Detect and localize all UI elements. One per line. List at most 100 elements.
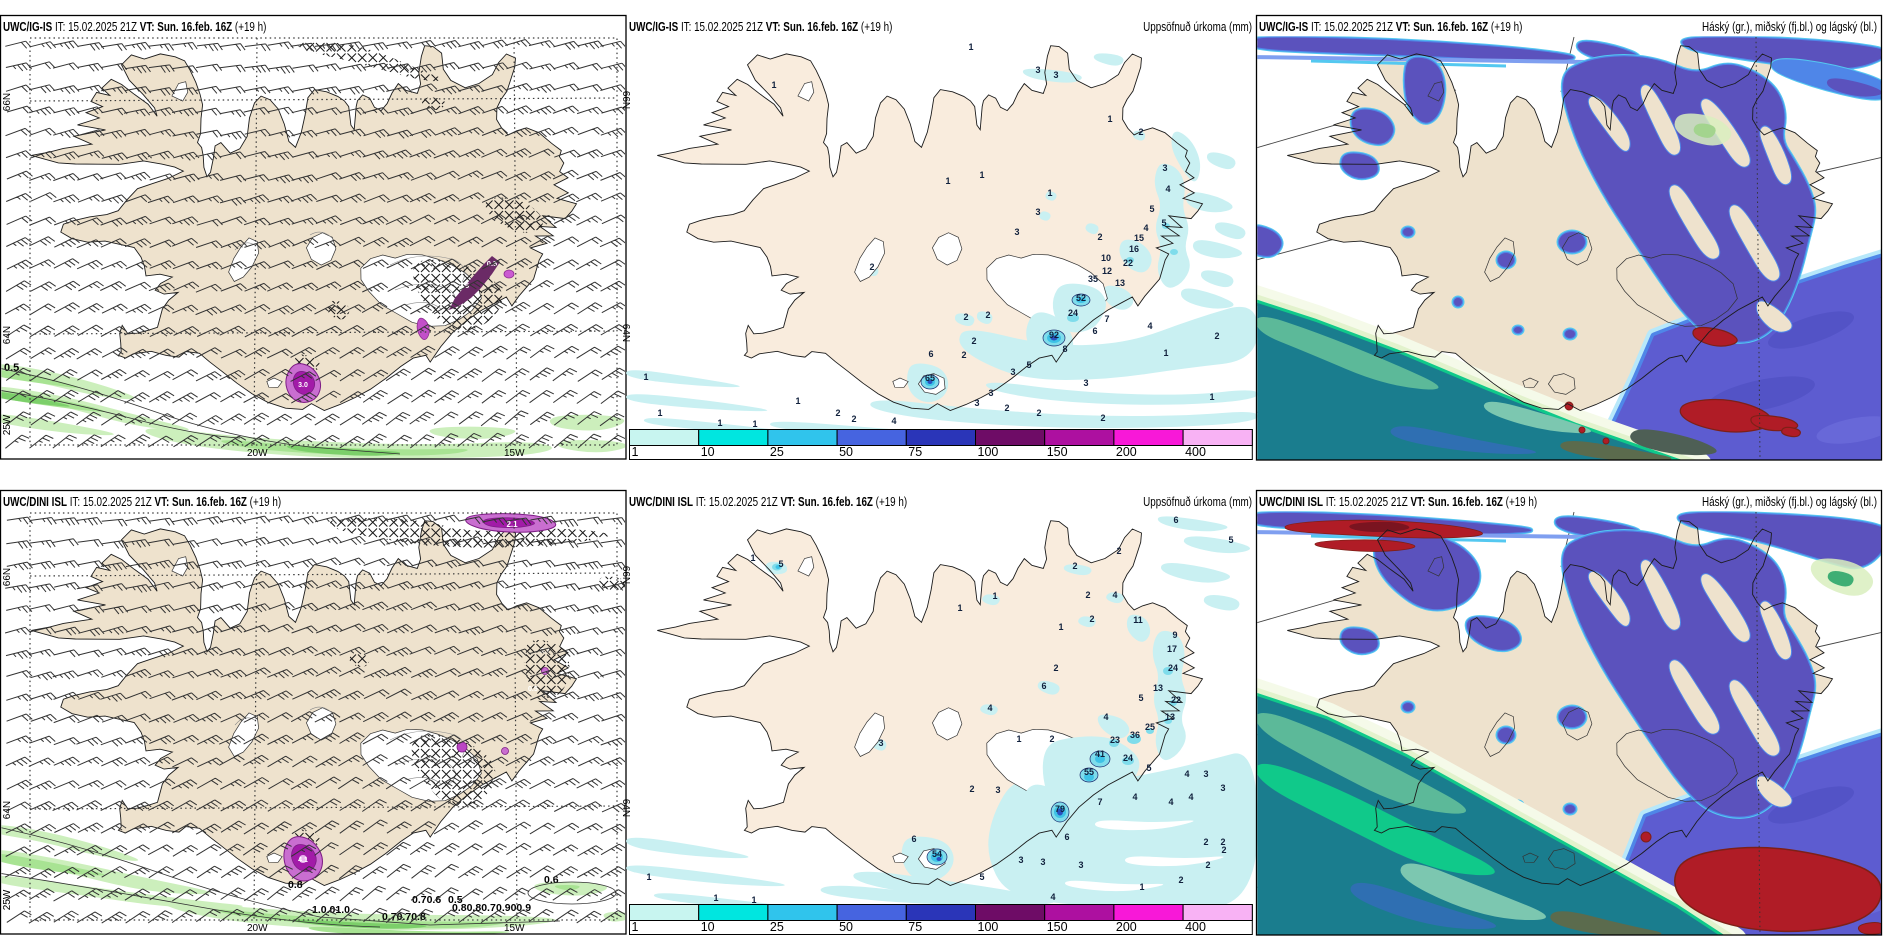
svg-text:2: 2 (1214, 331, 1219, 341)
svg-text:400: 400 (1185, 920, 1206, 934)
svg-text:1: 1 (657, 408, 662, 418)
svg-text:6: 6 (911, 834, 916, 844)
svg-text:0.8: 0.8 (288, 879, 303, 891)
svg-text:2: 2 (1220, 837, 1225, 847)
svg-text:25: 25 (1145, 722, 1155, 732)
svg-text:400: 400 (1185, 445, 1206, 459)
svg-text:24: 24 (1168, 663, 1178, 673)
svg-text:2: 2 (1085, 590, 1090, 600)
svg-text:16: 16 (1129, 244, 1139, 254)
svg-text:25W: 25W (2, 414, 13, 435)
svg-text:36: 36 (1130, 730, 1140, 740)
svg-text:25: 25 (770, 920, 784, 934)
svg-text:75: 75 (908, 445, 922, 459)
svg-text:6: 6 (1041, 681, 1046, 691)
svg-text:5: 5 (1026, 360, 1031, 370)
svg-text:64N: 64N (2, 801, 13, 819)
svg-text:25W: 25W (2, 889, 13, 910)
svg-text:1: 1 (795, 396, 800, 406)
svg-text:55: 55 (1084, 767, 1094, 777)
svg-text:1: 1 (1209, 392, 1214, 402)
svg-text:65: 65 (925, 373, 935, 383)
svg-text:1: 1 (632, 920, 639, 934)
svg-text:1: 1 (646, 872, 651, 882)
svg-text:17: 17 (1167, 644, 1177, 654)
svg-text:13: 13 (1165, 712, 1175, 722)
svg-text:UWC/DINI ISL IT: 15.02.2025 21: UWC/DINI ISL IT: 15.02.2025 21Z VT: Sun.… (629, 496, 907, 509)
svg-text:3: 3 (1220, 783, 1225, 793)
svg-text:13: 13 (1115, 278, 1125, 288)
svg-text:0.5: 0.5 (528, 686, 538, 693)
svg-text:1: 1 (1139, 882, 1144, 892)
svg-text:4: 4 (1112, 590, 1117, 600)
svg-text:2: 2 (1203, 837, 1208, 847)
svg-text:23: 23 (1110, 735, 1120, 745)
svg-text:66N: 66N (2, 568, 13, 586)
svg-text:24: 24 (1123, 753, 1133, 763)
svg-text:22: 22 (1171, 695, 1181, 705)
svg-text:4.1: 4.1 (298, 857, 308, 864)
svg-text:1: 1 (643, 372, 648, 382)
svg-text:1: 1 (1016, 734, 1021, 744)
svg-text:2: 2 (1116, 546, 1121, 556)
svg-text:Uppsöfnuð úrkoma (mm): Uppsöfnuð úrkoma (mm) (1143, 21, 1252, 34)
svg-text:1: 1 (945, 176, 950, 186)
svg-text:3: 3 (1083, 378, 1088, 388)
svg-text:2: 2 (985, 310, 990, 320)
svg-text:10: 10 (1101, 253, 1111, 263)
svg-text:3: 3 (1203, 769, 1208, 779)
svg-text:41: 41 (1095, 749, 1105, 759)
svg-text:Háský (gr.), miðský (fj.bl.) o: Háský (gr.), miðský (fj.bl.) og lágský (… (1702, 21, 1877, 34)
svg-text:15: 15 (1134, 233, 1144, 243)
svg-text:22: 22 (1123, 258, 1133, 268)
svg-text:0.5: 0.5 (448, 894, 463, 906)
svg-text:2: 2 (1097, 232, 1102, 242)
svg-text:3: 3 (1010, 367, 1015, 377)
svg-text:4: 4 (1132, 792, 1137, 802)
svg-text:1: 1 (750, 553, 755, 563)
svg-text:20W: 20W (247, 923, 268, 934)
svg-text:0.80.80.7: 0.80.80.7 (452, 902, 496, 914)
svg-text:2: 2 (1178, 875, 1183, 885)
svg-text:3.0: 3.0 (298, 382, 308, 389)
svg-text:1: 1 (968, 42, 973, 52)
svg-text:6: 6 (928, 349, 933, 359)
svg-text:UWC/DINI ISL IT: 15.02.2025 21: UWC/DINI ISL IT: 15.02.2025 21Z VT: Sun.… (1259, 496, 1537, 509)
svg-text:5: 5 (778, 559, 783, 569)
svg-text:2: 2 (963, 312, 968, 322)
svg-text:2: 2 (971, 336, 976, 346)
svg-text:92: 92 (1049, 330, 1059, 340)
svg-text:4: 4 (1103, 712, 1108, 722)
svg-text:1: 1 (1047, 188, 1052, 198)
svg-text:1: 1 (751, 895, 756, 905)
svg-text:3: 3 (1040, 857, 1045, 867)
svg-text:5: 5 (979, 872, 984, 882)
svg-text:Háský (gr.), miðský (fj.bl.) o: Háský (gr.), miðský (fj.bl.) og lágský (… (1702, 496, 1877, 509)
svg-text:150: 150 (1047, 445, 1068, 459)
svg-text:9: 9 (1172, 630, 1177, 640)
svg-text:3: 3 (878, 738, 883, 748)
svg-text:2: 2 (1205, 860, 1210, 870)
svg-text:3: 3 (988, 388, 993, 398)
svg-text:12: 12 (1102, 266, 1112, 276)
svg-text:13: 13 (1153, 683, 1163, 693)
svg-text:6: 6 (1173, 515, 1178, 525)
svg-text:5: 5 (1138, 693, 1143, 703)
svg-text:1: 1 (1058, 622, 1063, 632)
svg-text:54: 54 (932, 849, 942, 859)
svg-text:2: 2 (1072, 561, 1077, 571)
svg-text:UWC/IG-IS IT: 15.02.2025 21Z V: UWC/IG-IS IT: 15.02.2025 21Z VT: Sun. 16… (1259, 21, 1523, 34)
svg-text:10: 10 (701, 445, 715, 459)
svg-text:3: 3 (1078, 860, 1083, 870)
svg-text:100: 100 (978, 445, 999, 459)
svg-text:25: 25 (770, 445, 784, 459)
svg-text:2: 2 (1221, 845, 1226, 855)
svg-text:2: 2 (1036, 408, 1041, 418)
svg-text:2: 2 (869, 262, 874, 272)
svg-text:2: 2 (961, 350, 966, 360)
svg-text:UWC/DINI ISL IT: 15.02.2025 21: UWC/DINI ISL IT: 15.02.2025 21Z VT: Sun.… (3, 496, 281, 509)
svg-text:2: 2 (1100, 413, 1105, 423)
svg-text:4: 4 (891, 416, 896, 426)
svg-text:0.7: 0.7 (540, 648, 550, 655)
svg-text:15W: 15W (504, 448, 525, 459)
